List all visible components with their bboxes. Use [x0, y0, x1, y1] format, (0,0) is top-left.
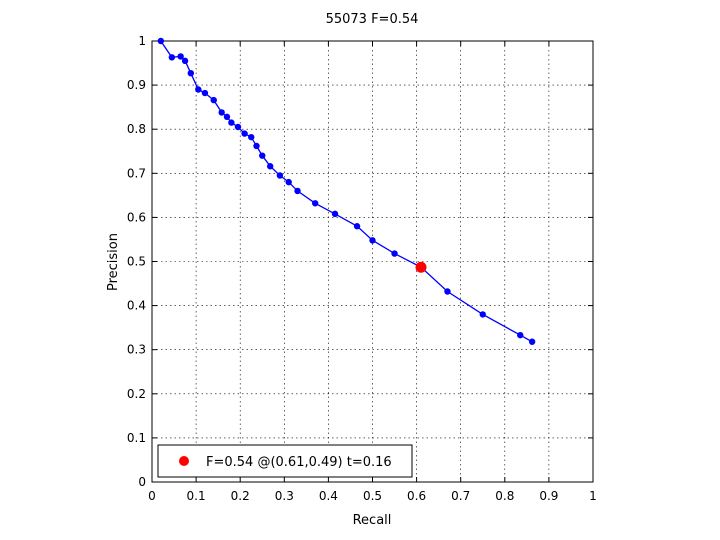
y-tick-labels: 0 0.1 0.2 0.3 0.4 0.5 0.6 0.7 0.8 0.9 1: [127, 34, 146, 489]
data-point: [266, 163, 274, 170]
legend-box: [157, 444, 413, 478]
data-point: [311, 200, 319, 207]
data-point: [294, 187, 301, 195]
legend-marker: [179, 456, 189, 466]
x-tick-label: 0.4: [319, 489, 338, 503]
data-point: [353, 223, 361, 230]
data-point: [517, 331, 524, 339]
axis-ticks: [151, 40, 594, 483]
data-point: [223, 113, 231, 121]
data-point: [285, 178, 292, 186]
y-tick-label: 0: [138, 475, 146, 489]
x-tick-label: 0.6: [407, 489, 426, 503]
x-tick-label: 1: [589, 489, 597, 503]
data-point: [168, 54, 176, 61]
y-tick-label: 0.4: [127, 299, 146, 313]
data-point: [157, 37, 165, 45]
data-point: [210, 96, 217, 104]
y-tick-label: 0.2: [127, 387, 146, 401]
data-point: [241, 130, 248, 137]
grid-lines: [152, 41, 593, 482]
x-tick-label: 0.5: [363, 489, 382, 503]
data-point: [276, 172, 284, 179]
data-point: [479, 311, 486, 318]
data-point: [177, 53, 184, 60]
y-tick-label: 0.5: [127, 255, 146, 269]
legend-label: F=0.54 @(0.61,0.49) t=0.16: [206, 455, 392, 470]
legend: F=0.54 @(0.61,0.49) t=0.16: [157, 444, 413, 478]
x-tick-label: 0.8: [495, 489, 514, 503]
y-tick-label: 1: [138, 34, 146, 48]
y-axis-label: Precision: [106, 233, 121, 291]
x-tick-label: 0.9: [539, 489, 558, 503]
data-point: [528, 338, 536, 345]
y-tick-label: 0.8: [127, 122, 146, 136]
data-point: [187, 69, 195, 77]
x-tick-labels: 0 0.1 0.2 0.3 0.4 0.5 0.6 0.7 0.8 0.9 1: [148, 489, 597, 503]
data-point: [444, 288, 451, 295]
data-point: [391, 250, 398, 257]
y-tick-label: 0.3: [127, 343, 146, 357]
data-point: [181, 57, 189, 65]
chart-title: 55073 F=0.54: [326, 12, 419, 27]
data-point: [259, 152, 266, 159]
x-tick-label: 0.1: [187, 489, 206, 503]
y-tick-label: 0.9: [127, 78, 146, 92]
data-point: [218, 109, 225, 116]
best-f-point: [415, 261, 427, 273]
x-tick-label: 0.7: [451, 489, 470, 503]
data-point: [248, 133, 255, 141]
x-tick-label: 0.3: [275, 489, 294, 503]
y-tick-label: 0.7: [127, 166, 146, 180]
x-tick-label: 0: [148, 489, 156, 503]
y-tick-label: 0.1: [127, 431, 146, 445]
x-tick-label: 0.2: [231, 489, 250, 503]
data-point: [369, 237, 376, 244]
data-point: [228, 119, 235, 126]
data-point: [201, 89, 209, 97]
data-point: [234, 123, 242, 131]
data-point: [253, 142, 260, 150]
x-axis-label: Recall: [353, 513, 392, 528]
highlight-layer: [415, 261, 427, 273]
data-point: [331, 210, 339, 218]
data-point: [195, 86, 202, 93]
y-tick-label: 0.6: [127, 210, 146, 224]
